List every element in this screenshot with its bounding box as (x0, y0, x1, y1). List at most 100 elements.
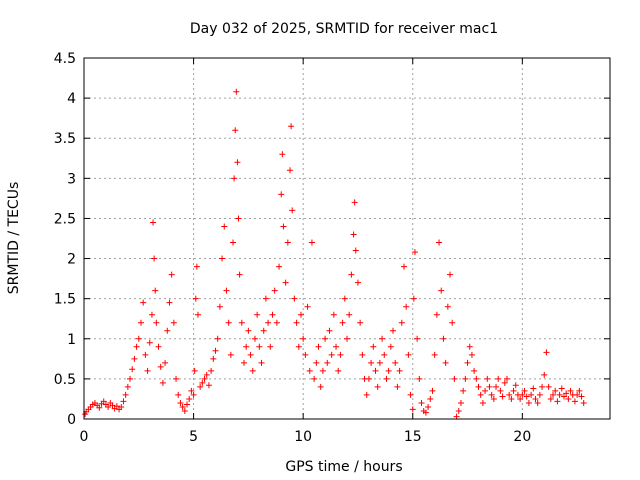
data-point (140, 299, 147, 306)
data-point (322, 335, 329, 342)
data-point (488, 391, 495, 398)
data-point (291, 295, 298, 302)
data-point (247, 351, 254, 358)
data-point (168, 271, 175, 278)
data-point (234, 159, 241, 166)
data-point (574, 391, 581, 398)
data-point (565, 395, 572, 402)
data-point (159, 379, 166, 386)
data-point (350, 231, 357, 238)
data-point (365, 375, 372, 382)
data-point (260, 327, 267, 334)
x-tick-label: 0 (80, 429, 89, 445)
y-tick-label: 3.5 (54, 131, 76, 147)
data-point (109, 402, 116, 409)
data-point (148, 311, 155, 318)
data-point (324, 359, 331, 366)
data-point (387, 343, 394, 350)
data-point (240, 359, 247, 366)
data-point (525, 399, 532, 406)
data-point (385, 367, 392, 374)
data-point (447, 271, 454, 278)
data-point (403, 303, 410, 310)
data-point (503, 375, 510, 382)
data-point (105, 403, 112, 410)
chart-title: Day 032 of 2025, SRMTID for receiver mac… (190, 21, 498, 37)
data-point (563, 390, 570, 397)
data-point (129, 366, 136, 373)
data-point (256, 343, 263, 350)
data-point (219, 255, 226, 262)
data-point (282, 279, 289, 286)
data-point (152, 287, 159, 294)
data-point (131, 355, 138, 362)
data-point (233, 88, 240, 95)
data-point (372, 367, 379, 374)
data-point (150, 219, 157, 226)
data-point (194, 311, 201, 318)
data-point (394, 383, 401, 390)
data-point (508, 395, 515, 402)
data-point (135, 335, 142, 342)
data-point (137, 319, 144, 326)
data-point (416, 375, 423, 382)
data-point (300, 335, 307, 342)
data-point (319, 367, 326, 374)
data-point (431, 351, 438, 358)
data-point (287, 167, 294, 174)
data-point (151, 255, 158, 262)
data-point (482, 387, 489, 394)
data-point (510, 387, 517, 394)
data-point (354, 279, 361, 286)
data-point (127, 375, 134, 382)
data-point (297, 311, 304, 318)
data-point (418, 399, 425, 406)
data-point (293, 319, 300, 326)
data-point (254, 311, 261, 318)
data-point (144, 367, 151, 374)
data-point (258, 359, 265, 366)
data-point (528, 391, 535, 398)
data-point (383, 375, 390, 382)
data-point (193, 263, 200, 270)
data-point (477, 391, 484, 398)
data-point (284, 239, 291, 246)
data-point (433, 311, 440, 318)
data-point (339, 319, 346, 326)
data-point (493, 383, 500, 390)
data-point (471, 367, 478, 374)
data-point (267, 343, 274, 350)
data-point (199, 379, 206, 386)
data-point (499, 393, 506, 400)
data-point (201, 375, 208, 382)
data-point (197, 383, 204, 390)
data-point (543, 349, 550, 356)
data-point (341, 295, 348, 302)
data-point (462, 375, 469, 382)
data-point (374, 383, 381, 390)
data-point (376, 359, 383, 366)
data-point (265, 319, 272, 326)
y-tick-label: 1.5 (54, 292, 76, 308)
data-point (530, 385, 537, 392)
data-point (333, 343, 340, 350)
data-point (368, 359, 375, 366)
data-point (427, 395, 434, 402)
data-point (210, 355, 217, 362)
data-point (175, 391, 182, 398)
data-point (484, 375, 491, 382)
data-point (289, 207, 296, 214)
data-point (279, 151, 286, 158)
data-point (273, 319, 280, 326)
data-point (545, 383, 552, 390)
y-tick-label: 4 (67, 91, 76, 107)
data-point (337, 351, 344, 358)
x-tick-label: 20 (513, 429, 531, 445)
data-point (571, 398, 578, 405)
data-point (225, 319, 232, 326)
data-point (414, 335, 421, 342)
data-point (262, 295, 269, 302)
data-point (118, 403, 125, 410)
